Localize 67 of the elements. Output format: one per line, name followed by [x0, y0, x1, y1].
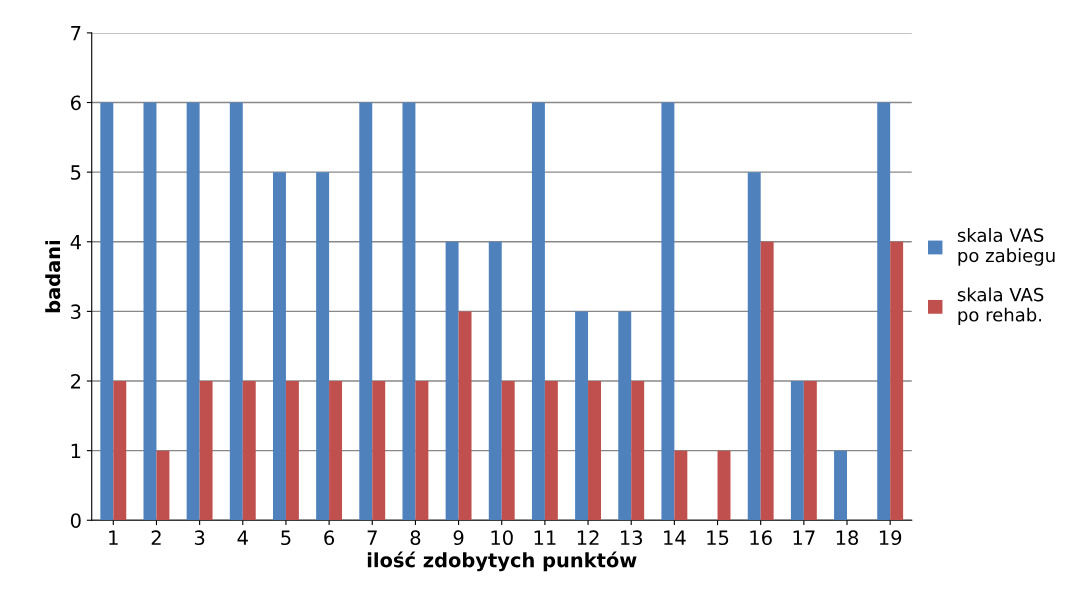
- bar: [488, 241, 502, 521]
- bar: [877, 102, 891, 521]
- x-tick-label: 3: [194, 530, 205, 546]
- x-tick-label: 6: [324, 530, 335, 546]
- bar: [501, 381, 515, 521]
- y-tick-label: 0: [70, 513, 81, 528]
- bar: [100, 102, 114, 521]
- x-tick-label: 4: [237, 530, 248, 545]
- bar: [631, 381, 645, 521]
- legend-label: skala VAS po zabiegu: [957, 228, 1055, 266]
- bar: [717, 450, 731, 521]
- bar: [415, 381, 429, 521]
- x-tick-label: 12: [577, 530, 599, 545]
- x-tick-label: 19: [879, 530, 902, 546]
- bar: [285, 381, 299, 521]
- bar: [272, 172, 286, 521]
- legend-label: skala VAS po rehab.: [957, 287, 1044, 326]
- bar: [890, 241, 904, 521]
- bar: [760, 241, 774, 521]
- bar: [661, 102, 675, 521]
- x-tick-label: 16: [750, 530, 772, 546]
- y-tick-label: 2: [71, 373, 81, 389]
- x-tick-label: 8: [410, 530, 421, 546]
- x-tick-label: 18: [836, 530, 859, 546]
- bar: [186, 102, 200, 521]
- y-tick-label: 5: [71, 165, 81, 180]
- x-tick-label: 7: [367, 530, 377, 545]
- y-tick-label: 3: [71, 304, 81, 320]
- bar: [458, 311, 472, 521]
- bar: [747, 172, 761, 521]
- y-tick-label: 4: [70, 234, 81, 250]
- x-axis-title: ilość zdobytych punktów: [367, 551, 637, 572]
- bar: [531, 102, 545, 521]
- x-tick-label: 5: [281, 530, 291, 546]
- x-tick-label: 11: [534, 530, 556, 545]
- x-tick-label: 9: [453, 530, 464, 546]
- bar: [242, 381, 256, 521]
- bar: [445, 241, 459, 521]
- bar: [329, 381, 343, 521]
- x-tick-label: 15: [707, 530, 729, 546]
- bar: [229, 102, 243, 521]
- bar: [156, 450, 170, 521]
- bar: [143, 102, 157, 521]
- y-axis-title: badani: [45, 240, 61, 313]
- x-tick-label: 14: [664, 530, 686, 545]
- y-tick-label: 6: [70, 95, 81, 111]
- bar: [199, 381, 213, 521]
- x-tick-label: 1: [109, 530, 118, 545]
- y-tick-label: 1: [71, 443, 81, 459]
- bar: [834, 450, 848, 521]
- x-tick-label: 17: [793, 530, 815, 545]
- bar: [790, 381, 804, 521]
- x-tick-label: 10: [491, 530, 513, 546]
- bar: [588, 381, 601, 521]
- bar: [674, 450, 688, 521]
- bar: [372, 381, 386, 521]
- bar: [803, 381, 817, 521]
- x-tick-label: 13: [620, 530, 643, 546]
- bar: [575, 311, 589, 521]
- y-tick-label: 7: [71, 26, 81, 41]
- bar: [359, 102, 373, 521]
- bar: [402, 102, 416, 521]
- bar: [113, 381, 127, 521]
- bar: [544, 381, 558, 521]
- bar: [316, 172, 330, 521]
- x-tick-label: 2: [151, 530, 161, 545]
- bar: [618, 311, 632, 521]
